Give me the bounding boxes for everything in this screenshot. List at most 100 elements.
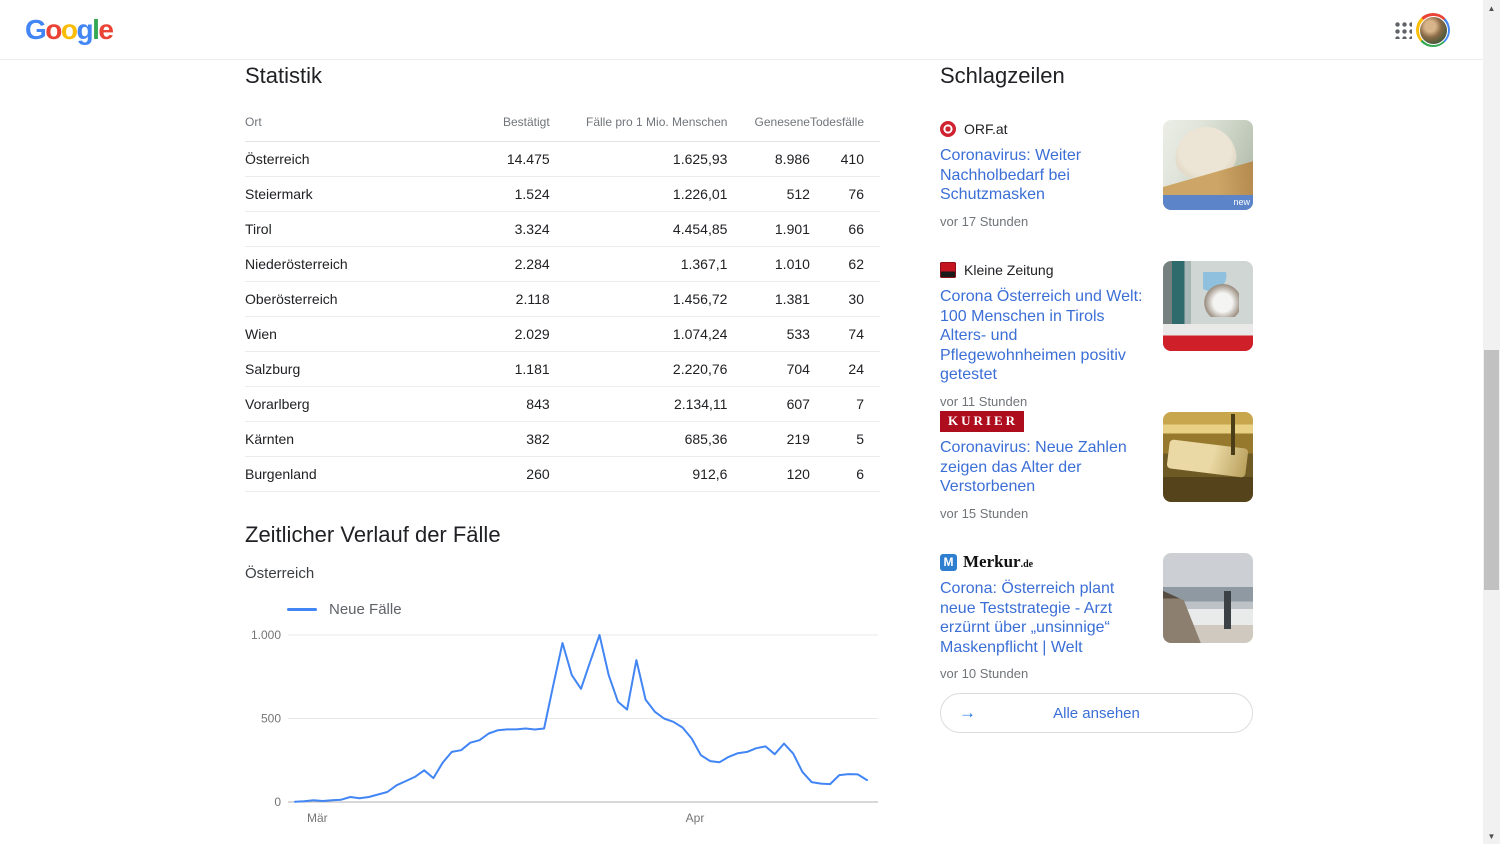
table-cell: 512 [727,176,810,212]
thumbnail-badge: new [1163,195,1253,210]
headlines-title: Schlagzeilen [940,63,1065,88]
column-header: Bestätigt [454,109,550,142]
new-cases-line [294,634,868,803]
article-thumbnail[interactable] [1163,261,1253,351]
table-cell: 2.118 [454,281,550,317]
see-all-button[interactable]: → Alle ansehen [940,693,1253,733]
legend-label: Neue Fälle [329,601,402,618]
chart-title: Zeitlicher Verlauf der Fälle [245,522,501,547]
article-source-row: M Merkur.de [940,552,1253,571]
table-cell: Oberösterreich [245,281,455,317]
new-cases-line-chart: 1.000 500 0 Mär Apr [251,628,878,825]
table-row: Wien 2.029 1.074,24 533 74 [245,316,880,352]
table-cell: 219 [727,421,810,457]
table-cell: Wien [245,316,455,352]
logo-letter: o [60,14,78,45]
table-row: Vorarlberg 843 2.134,11 607 7 [245,386,880,422]
table-cell: 62 [809,246,880,282]
apps-grid-icon[interactable] [1394,21,1412,39]
table-row: Salzburg 1.181 2.220,76 704 24 [245,351,880,387]
logo-letter: g [76,14,94,45]
statistics-title: Statistik [245,63,323,88]
timeline-section: Zeitlicher Verlauf der Fälle Österreich … [245,522,880,831]
article-timestamp: vor 15 Stunden [940,505,1029,521]
table-cell: 7 [809,386,880,422]
y-axis-tick-label: 1.000 [251,628,281,642]
column-header: Genesene [727,109,810,142]
scroll-down-arrow-icon[interactable]: ▼ [1487,831,1496,841]
google-logo[interactable]: Google [25,14,114,46]
y-axis-tick-label: 0 [274,795,281,809]
table-row: Oberösterreich 2.118 1.456,72 1.381 30 [245,281,880,317]
table-cell: 1.625,93 [549,141,728,177]
logo-letter: e [98,14,114,45]
table-cell: 533 [727,316,810,352]
table-cell: 685,36 [549,421,728,457]
merkur-logo-icon: M [940,553,957,571]
table-row: Kärnten 382 685,36 219 5 [245,421,880,457]
table-cell: 1.074,24 [549,316,728,352]
table-cell: 260 [454,456,550,492]
news-article-card[interactable]: KURIER Coronavirus: Neue Zahlen zeigen da… [940,410,1253,521]
article-source-row: Kleine Zeitung [940,261,1253,279]
table-cell: Österreich [245,141,455,177]
table-cell: 410 [809,141,880,177]
table-cell: 1.456,72 [549,281,728,317]
table-cell: 5 [809,421,880,457]
table-row: Tirol 3.324 4.454,85 1.901 66 [245,211,880,247]
google-header: Google [0,0,1483,60]
article-title-link[interactable]: Corona Österreich und Welt: 100 Menschen… [940,288,1143,383]
article-title-link[interactable]: Coronavirus: Weiter Nachholbedarf bei Sc… [940,147,1082,203]
table-cell: 6 [809,456,880,492]
news-article-card[interactable]: ORF.at Coronavirus: Weiter Nachholbedarf … [940,120,1253,229]
table-cell: 24 [809,351,880,387]
table-cell: 3.324 [454,211,550,247]
table-cell: Kärnten [245,421,455,457]
table-row: Burgenland 260 912,6 120 6 [245,456,880,492]
account-avatar[interactable] [1416,13,1450,47]
arrow-right-icon: → [959,703,976,722]
column-header: Fälle pro 1 Mio. Menschen [549,109,728,142]
article-thumbnail[interactable] [1163,553,1253,643]
headlines-section: Schlagzeilen ORF.at Coronavirus: Weiter N… [940,63,1253,733]
table-cell: 76 [809,176,880,212]
table-cell: Niederösterreich [245,246,455,282]
chart-subtitle: Österreich [245,565,315,582]
table-cell: 74 [809,316,880,352]
logo-letter: G [25,14,47,45]
article-source-row: KURIER [940,410,1253,432]
table-row: Steiermark 1.524 1.226,01 512 76 [245,176,880,212]
table-cell: Tirol [245,211,455,247]
article-title-link[interactable]: Coronavirus: Neue Zahlen zeigen das Alte… [940,439,1127,495]
news-article-card[interactable]: Kleine Zeitung Corona Österreich und Welt… [940,261,1253,409]
vertical-scrollbar[interactable]: ▲ ▼ [1483,0,1500,844]
y-axis-tick-label: 500 [261,712,281,726]
table-cell: 120 [727,456,810,492]
statistics-table: Ort Bestätigt Fälle pro 1 Mio. Menschen Gen… [245,109,880,492]
table-cell: 912,6 [549,456,728,492]
source-name: Kleine Zeitung [964,262,1054,278]
source-name-suffix: .de [1020,559,1034,570]
scroll-up-arrow-icon[interactable]: ▲ [1487,3,1496,13]
scrollbar-thumb[interactable] [1484,350,1499,590]
article-title-link[interactable]: Corona: Österreich plant neue Teststrate… [940,580,1115,656]
table-cell: 14.475 [454,141,550,177]
article-timestamp: vor 10 Stunden [940,666,1029,681]
table-cell: 1.181 [454,351,550,387]
table-cell: 607 [727,386,810,422]
table-cell: 4.454,85 [549,211,728,247]
avatar-photo [1418,15,1448,45]
table-cell: 1.367,1 [549,246,728,282]
news-article-card[interactable]: M Merkur.de Corona: Österreich plant neue … [940,552,1253,681]
table-cell: 2.134,11 [549,386,728,422]
table-cell: 2.284 [454,246,550,282]
article-thumbnail[interactable] [1163,412,1253,502]
table-cell: 843 [454,386,550,422]
x-axis-tick-label: Mär [307,811,328,825]
orf-favicon [940,121,956,137]
column-header: Todesfälle [809,109,880,142]
table-cell: 1.010 [727,246,810,282]
table-cell: Burgenland [245,456,455,492]
table-cell: 1.901 [727,211,810,247]
article-thumbnail[interactable]: new [1163,120,1253,210]
